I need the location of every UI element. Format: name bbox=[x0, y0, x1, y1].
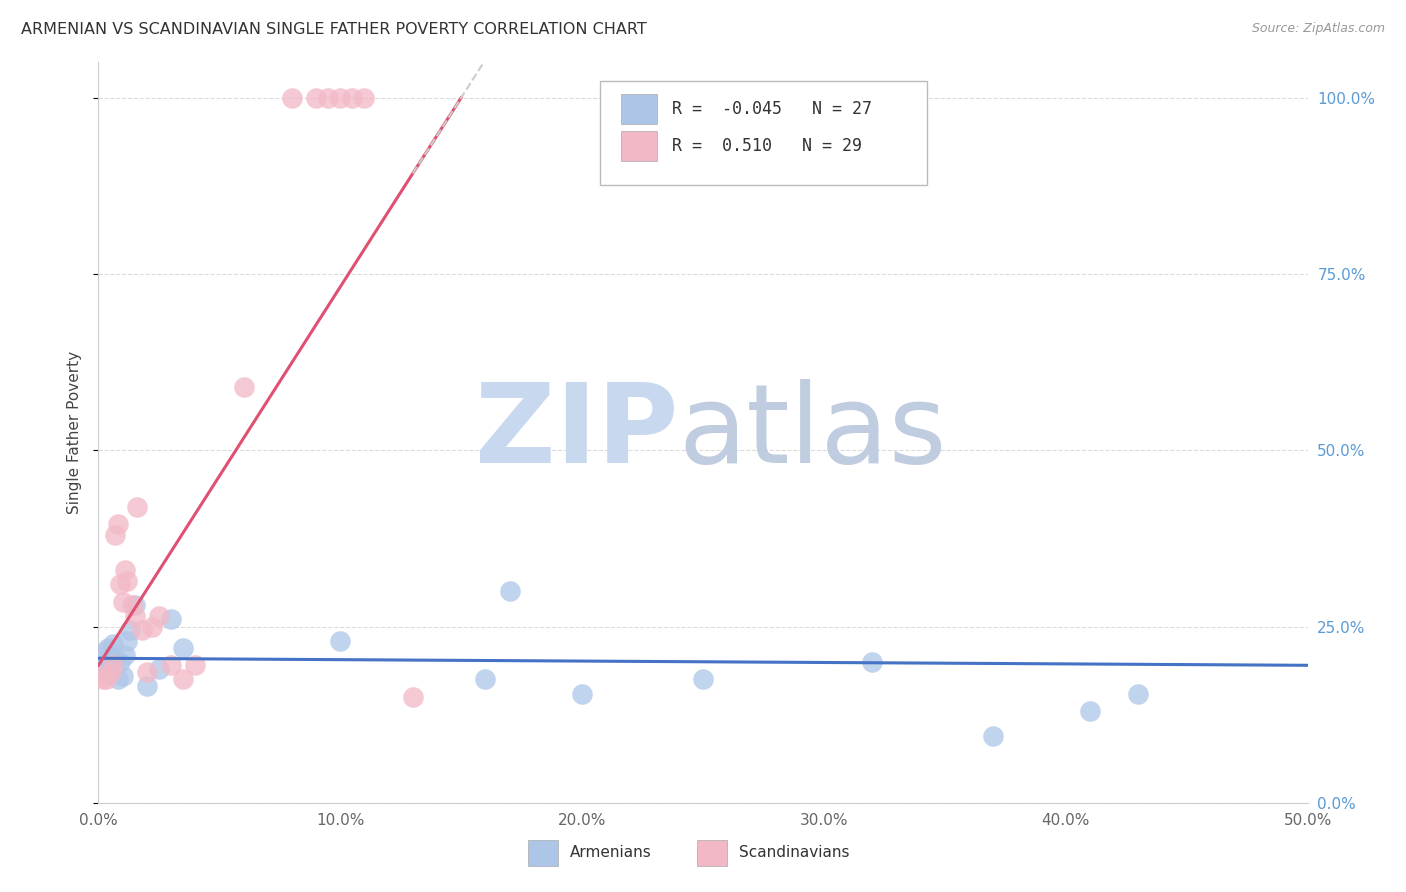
Y-axis label: Single Father Poverty: Single Father Poverty bbox=[67, 351, 83, 514]
Point bbox=[101, 637, 124, 651]
FancyBboxPatch shape bbox=[621, 131, 657, 161]
FancyBboxPatch shape bbox=[621, 95, 657, 124]
Point bbox=[160, 658, 183, 673]
Point bbox=[97, 640, 120, 655]
FancyBboxPatch shape bbox=[527, 840, 558, 866]
Point bbox=[232, 380, 254, 394]
Point bbox=[124, 599, 146, 613]
Point bbox=[135, 680, 157, 694]
Text: atlas: atlas bbox=[679, 379, 948, 486]
Point bbox=[981, 729, 1004, 743]
Point bbox=[124, 609, 146, 624]
Point bbox=[100, 665, 122, 680]
Point bbox=[498, 584, 520, 599]
Text: Scandinavians: Scandinavians bbox=[740, 845, 849, 860]
Point bbox=[118, 623, 141, 637]
Point bbox=[94, 673, 117, 687]
Text: Armenians: Armenians bbox=[569, 845, 652, 860]
Text: ZIP: ZIP bbox=[475, 379, 679, 486]
Point bbox=[860, 655, 883, 669]
Point bbox=[91, 665, 114, 680]
Text: Source: ZipAtlas.com: Source: ZipAtlas.com bbox=[1251, 22, 1385, 36]
Point bbox=[329, 633, 352, 648]
Point bbox=[100, 655, 122, 669]
Point bbox=[402, 690, 425, 704]
Point bbox=[329, 91, 352, 105]
Point bbox=[101, 658, 124, 673]
Point bbox=[90, 669, 112, 683]
FancyBboxPatch shape bbox=[600, 81, 927, 185]
Point bbox=[104, 528, 127, 542]
Text: ARMENIAN VS SCANDINAVIAN SINGLE FATHER POVERTY CORRELATION CHART: ARMENIAN VS SCANDINAVIAN SINGLE FATHER P… bbox=[21, 22, 647, 37]
Point bbox=[172, 640, 194, 655]
Point bbox=[305, 91, 328, 105]
Point bbox=[107, 673, 129, 687]
Point bbox=[474, 673, 496, 687]
Point bbox=[131, 623, 153, 637]
Point bbox=[127, 500, 149, 514]
Point bbox=[281, 91, 304, 105]
Point bbox=[172, 673, 194, 687]
Point bbox=[141, 619, 163, 633]
Point bbox=[148, 609, 170, 624]
Point bbox=[91, 673, 114, 687]
Point bbox=[117, 574, 139, 588]
FancyBboxPatch shape bbox=[697, 840, 727, 866]
Point bbox=[107, 517, 129, 532]
Point bbox=[1128, 686, 1150, 700]
Point bbox=[184, 658, 207, 673]
Point bbox=[353, 91, 375, 105]
Point bbox=[108, 577, 131, 591]
Point bbox=[316, 91, 339, 105]
Point bbox=[342, 91, 364, 105]
Text: R =  0.510   N = 29: R = 0.510 N = 29 bbox=[672, 137, 862, 155]
Point bbox=[148, 662, 170, 676]
Point bbox=[160, 612, 183, 626]
Text: R =  -0.045   N = 27: R = -0.045 N = 27 bbox=[672, 100, 872, 118]
Point bbox=[121, 599, 143, 613]
Point bbox=[111, 595, 134, 609]
Point bbox=[94, 644, 117, 658]
Point bbox=[117, 633, 139, 648]
Point bbox=[114, 563, 136, 577]
Point bbox=[111, 669, 134, 683]
Point bbox=[114, 648, 136, 662]
Point bbox=[90, 658, 112, 673]
Point bbox=[135, 665, 157, 680]
Point bbox=[1078, 704, 1101, 718]
Point bbox=[104, 651, 127, 665]
Point bbox=[692, 673, 714, 687]
Point bbox=[108, 655, 131, 669]
Point bbox=[571, 686, 593, 700]
